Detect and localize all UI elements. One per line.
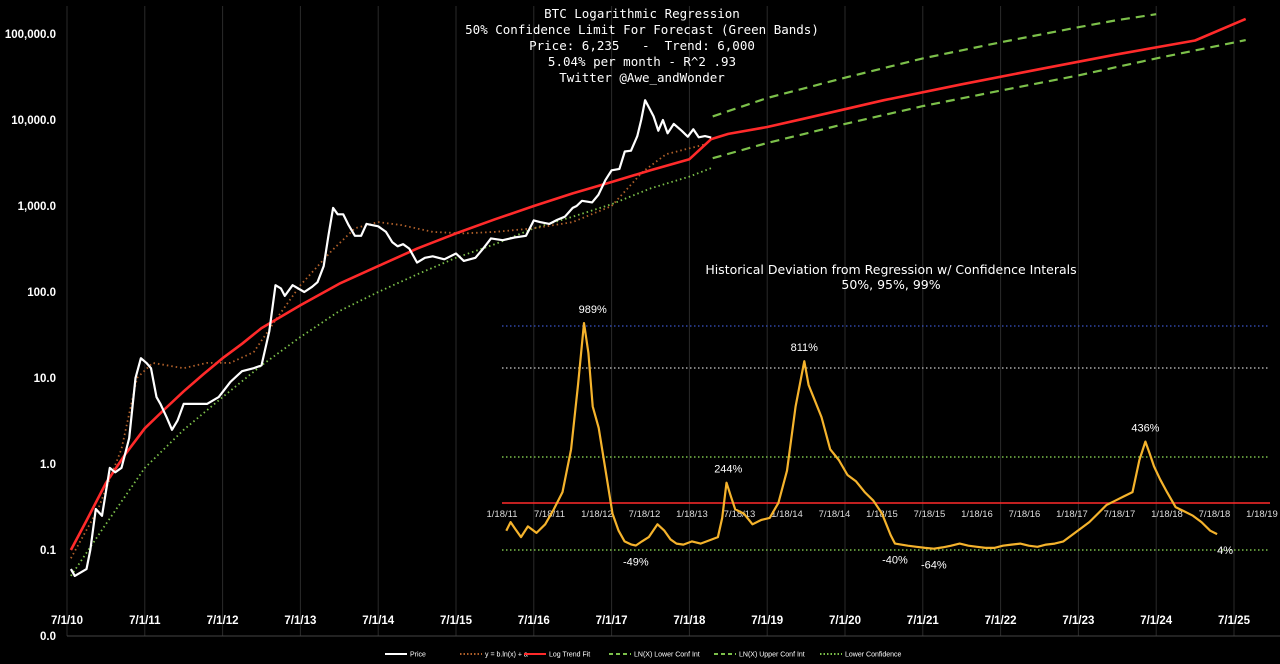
legend-label: Price: [410, 652, 426, 659]
title-line-1: BTC Logarithmic Regression: [544, 6, 740, 21]
legend-label: LN(X) Lower Conf Int: [634, 652, 700, 659]
y-axis-ticks: 100,000.0 10,000.0 1,000.0 100.0 10.0 1.0 0.1 0…: [5, 29, 57, 643]
inset-x-tick-label: 1/18/12: [581, 509, 613, 520]
y-tick-label: 1.0: [40, 459, 56, 471]
x-tick-label: 7/1/21: [907, 615, 940, 627]
y-tick-label: 100.0: [27, 287, 56, 299]
x-tick-label: 7/1/22: [985, 615, 1017, 627]
inset-x-tick-label: 1/18/18: [1151, 509, 1183, 520]
series-lower-conf-line: [712, 39, 1246, 160]
annotation-label: -40%: [882, 555, 908, 567]
main-series-group: [69, 13, 1247, 577]
inset-x-tick-label: 7/18/12: [629, 509, 661, 520]
chart-title-block: BTC Logarithmic Regression 50% Confidenc…: [465, 6, 819, 85]
inset-x-tick-label: 7/18/13: [724, 509, 756, 520]
x-tick-label: 7/1/20: [829, 615, 861, 627]
x-tick-label: 7/1/11: [129, 615, 161, 627]
annotation-label: 4%: [1217, 545, 1233, 557]
y-tick-label: 10,000.0: [11, 115, 56, 127]
x-tick-label: 7/1/13: [284, 615, 316, 627]
inset-x-tick-label: 7/18/17: [1104, 509, 1136, 520]
annotation-label: -64%: [921, 560, 947, 572]
inset-x-tick-label: 7/18/18: [1199, 509, 1231, 520]
title-line-5: Twitter @Awe_andWonder: [559, 70, 725, 85]
inset-x-tick-label: 1/18/13: [676, 509, 708, 520]
series-upper-conf-line: [712, 13, 1157, 118]
x-tick-label: 7/1/16: [518, 615, 550, 627]
inset-annotations: 989% -49% 244% 811% -40% -64% 436% 4%: [579, 304, 1234, 572]
x-tick-label: 7/1/18: [673, 615, 706, 627]
annotation-label: 989%: [579, 304, 607, 316]
inset-reference-lines: [502, 325, 1270, 551]
series-polynomial-fit-line: [70, 143, 706, 559]
legend: Price y = b.ln(x) + a Log Trend Fit LN(X) L…: [385, 652, 902, 659]
inset-x-tick-label: 7/18/16: [1009, 509, 1041, 520]
y-tick-label: 0.1: [40, 545, 57, 557]
inset-x-tick-label: 1/18/17: [1056, 509, 1088, 520]
deviation-inset: 1/18/11 7/18/11 1/18/12 7/18/12 1/18/13 7/18/…: [487, 262, 1278, 572]
inset-x-tick-label: 1/18/14: [771, 509, 803, 520]
inset-title: Historical Deviation from Regression w/ …: [705, 262, 1076, 277]
legend-label: Log Trend Fit: [549, 652, 590, 659]
inset-subtitle: 50%, 95%, 99%: [841, 277, 940, 292]
x-tick-label: 7/1/19: [751, 615, 783, 627]
annotation-label: 811%: [791, 342, 819, 354]
series-log-trend-fit-line: [69, 17, 1247, 551]
x-tick-label: 7/1/23: [1062, 615, 1094, 627]
inset-series-group: [505, 322, 1218, 550]
x-tick-label: 7/1/15: [440, 615, 473, 627]
annotation-label: 436%: [1131, 423, 1159, 435]
legend-label: y = b.ln(x) + a: [485, 652, 528, 659]
inset-x-tick-label: 1/18/19: [1246, 509, 1278, 520]
x-tick-label: 7/1/17: [596, 615, 628, 627]
title-line-4: 5.04% per month - R^2 .93: [548, 54, 736, 69]
y-tick-label: 1,000.0: [18, 201, 56, 213]
legend-label: Lower Confidence: [845, 652, 902, 659]
legend-label: LN(X) Upper Conf Int: [739, 652, 805, 659]
inset-x-tick-label: 7/18/14: [819, 509, 851, 520]
annotation-label: 244%: [714, 464, 742, 476]
y-tick-label: 100,000.0: [5, 29, 56, 41]
annotation-label: -49%: [623, 557, 649, 569]
x-tick-label: 7/1/25: [1218, 615, 1251, 627]
y-tick-label: 0.0: [40, 631, 56, 643]
y-tick-label: 10.0: [34, 373, 56, 385]
inset-x-tick-label: 7/18/11: [534, 509, 565, 520]
series-price-line: [69, 99, 712, 577]
x-tick-label: 7/1/10: [51, 615, 83, 627]
inset-x-tick-label: 1/18/16: [961, 509, 993, 520]
x-tick-label: 7/1/12: [207, 615, 239, 627]
title-line-2: 50% Confidence Limit For Forecast (Green…: [465, 22, 819, 37]
title-line-3: Price: 6,235 - Trend: 6,000: [529, 38, 755, 53]
inset-x-tick-label: 1/18/11: [487, 509, 518, 520]
x-axis-ticks: 7/1/10 7/1/11 7/1/12 7/1/13 7/1/14 7/1/15 7/1/…: [51, 615, 1251, 627]
inset-x-tick-label: 7/18/15: [914, 509, 946, 520]
series-deviation-line: [505, 322, 1218, 550]
series-lower-confidence-line: [70, 166, 714, 577]
x-tick-label: 7/1/24: [1140, 615, 1173, 627]
x-tick-label: 7/1/14: [362, 615, 395, 627]
